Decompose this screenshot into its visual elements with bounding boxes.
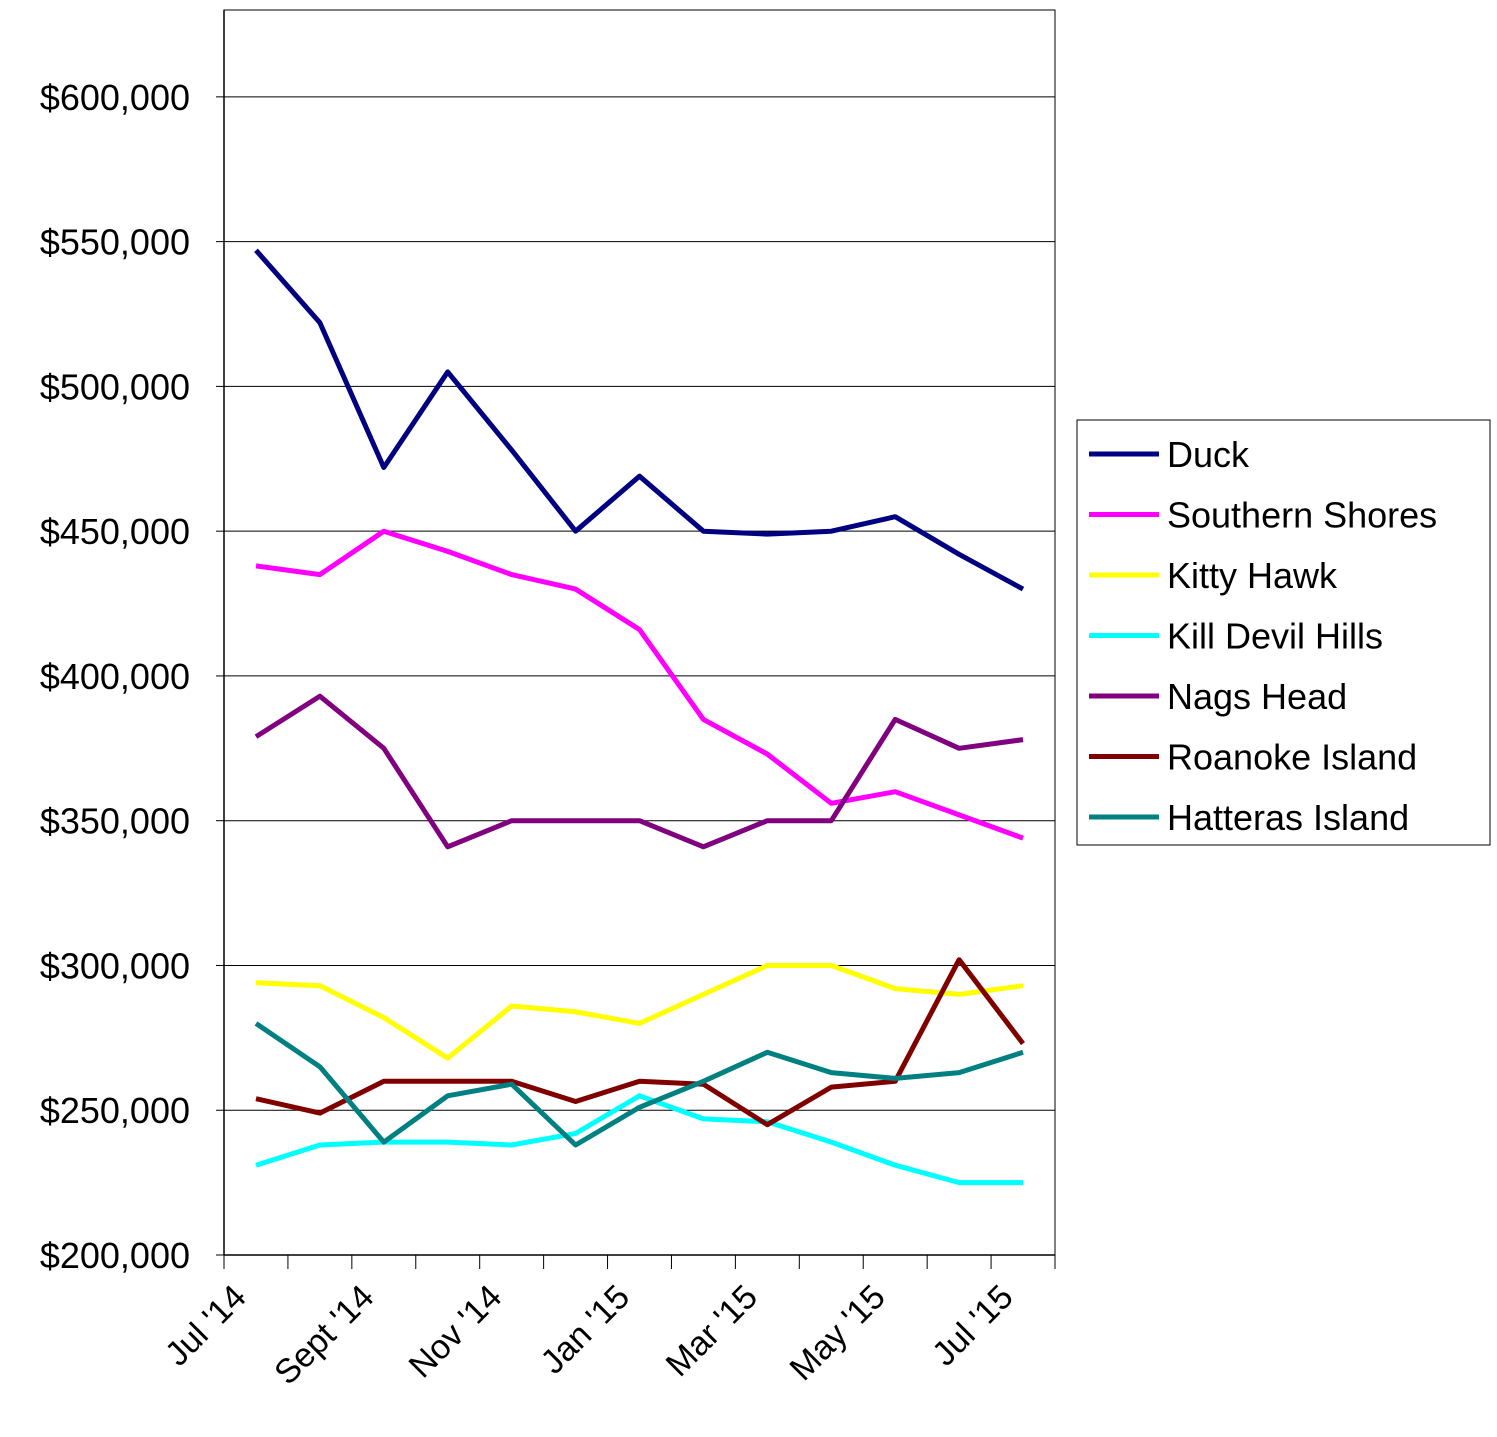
legend-label-hatteras-island: Hatteras Island: [1167, 797, 1409, 838]
x-tick-label: Mar '15: [659, 1278, 765, 1384]
y-tick-label: $600,000: [40, 77, 190, 118]
legend-box: [1076, 419, 1491, 846]
y-tick-labels: $200,000 $250,000 $300,000 $350,000 $400,000…: [40, 77, 190, 1276]
axes: [216, 9, 1056, 1269]
legend-label-nags-head: Nags Head: [1167, 676, 1347, 717]
x-tick-label: Sept '14: [267, 1278, 381, 1392]
series-line-duck: [254, 248, 1025, 592]
y-tick-label: $400,000: [40, 656, 190, 697]
legend-label-kill-devil-hills: Kill Devil Hills: [1167, 616, 1383, 657]
legend-label-duck: Duck: [1167, 434, 1250, 475]
y-tick-label: $550,000: [40, 222, 190, 263]
x-tick-label: Nov '14: [402, 1278, 510, 1386]
series-line-hatteras-island: [254, 1021, 1024, 1148]
gridlines: [224, 96, 1055, 1256]
series-line-roanoke-island: [255, 957, 1025, 1128]
y-tick-label: $350,000: [40, 801, 190, 842]
y-tick-label: $200,000: [40, 1235, 190, 1276]
y-tick-label: $300,000: [40, 945, 190, 986]
legend-label-kitty-hawk: Kitty Hawk: [1167, 555, 1338, 596]
series-line-nags-head: [254, 693, 1024, 850]
series-line-kitty-hawk: [255, 963, 1024, 1061]
legend: Duck Southern Shores Kitty Hawk Kill Devil …: [1076, 419, 1491, 846]
x-tick-label: Jul '14: [158, 1278, 254, 1374]
legend-label-southern-shores: Southern Shores: [1167, 495, 1437, 536]
y-tick-label: $450,000: [40, 511, 190, 552]
y-tick-label: $500,000: [40, 366, 190, 407]
x-tick-labels: Jul '14 Sept '14 Nov '14 Jan '15 Mar '15 May …: [158, 1278, 1021, 1392]
series-line-southern-shores: [255, 528, 1024, 841]
x-tick-label: May '15: [783, 1278, 893, 1388]
x-tick-label: Jul '15: [925, 1278, 1021, 1374]
y-tick-label: $250,000: [40, 1090, 190, 1131]
series-lines: [254, 248, 1025, 1186]
legend-label-roanoke-island: Roanoke Island: [1167, 737, 1417, 778]
x-tick-label: Jan '15: [534, 1278, 638, 1382]
